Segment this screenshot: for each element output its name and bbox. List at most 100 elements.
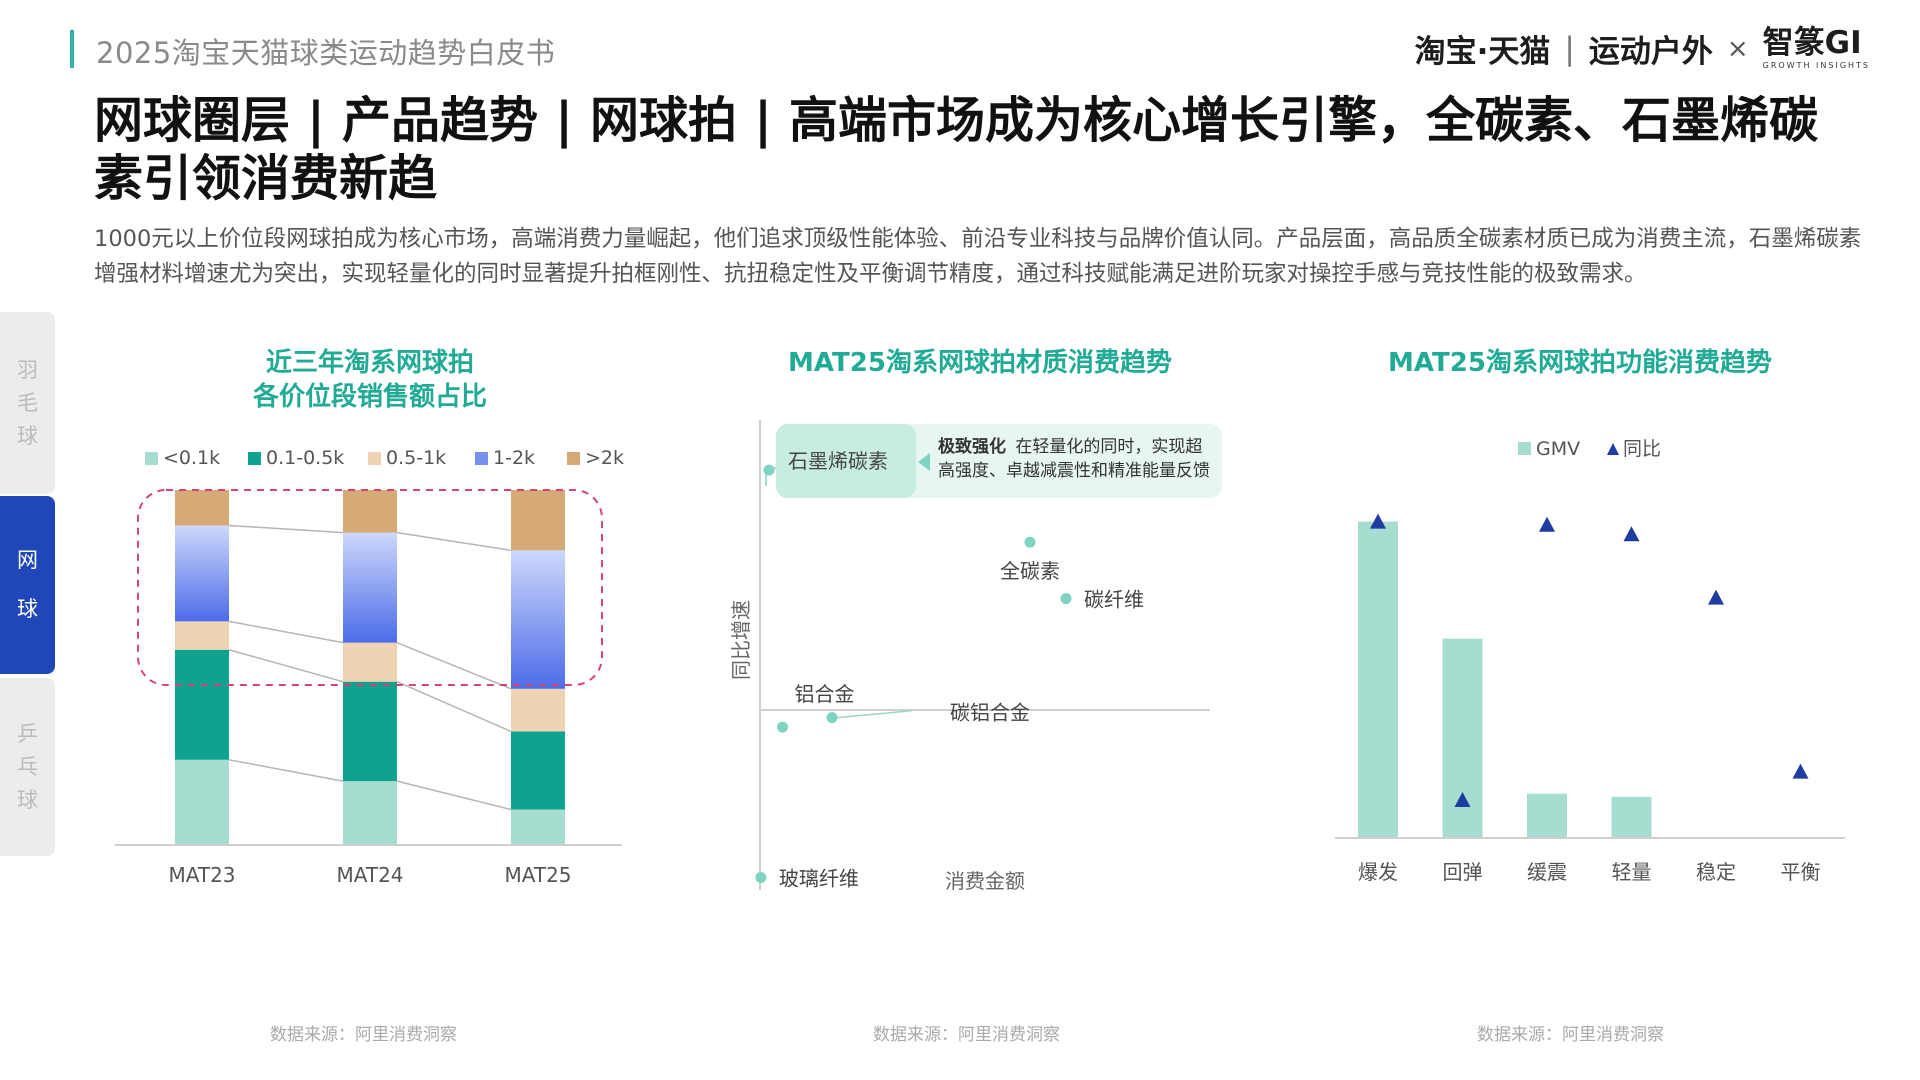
chart2-source: 数据来源：阿里消费洞察 (873, 1025, 1060, 1045)
chart2-point (1060, 593, 1072, 605)
chart3-yoy-marker (1370, 513, 1386, 529)
chart1-title-line1: 近三年淘系网球拍 (265, 348, 474, 378)
chart3-gmv-bar (1358, 521, 1398, 838)
chart2-point-label: 铝合金 (795, 682, 855, 706)
brand-sports-outdoor: 运动户外 (1588, 34, 1713, 70)
chart1-x-tick-label: MAT24 (336, 863, 403, 887)
chart3-gmv-bar (1442, 638, 1483, 838)
chart1-bar-segment (175, 490, 229, 526)
chart1-legend-label: 0.1-0.5k (266, 447, 344, 469)
side-tab-table-tennis[interactable]: 乒 乓 球 (0, 678, 55, 856)
chart1-connector-lines (228, 524, 512, 811)
side-tab-badminton[interactable]: 羽 毛 球 (0, 312, 55, 494)
chart3-yoy-marker (1623, 526, 1640, 542)
chart1-bar-segment (511, 731, 565, 810)
chart3-x-labels: 爆发 回弹 缓震 轻量 稳定 平衡 (1358, 860, 1821, 884)
chart3-legend-swatch (1518, 442, 1531, 455)
chart1-legend: <0.1k 0.1-0.5k 0.5-1k 1-2k >2k (145, 447, 624, 469)
side-tab-char: 毛 (17, 390, 38, 415)
chart2-point (763, 464, 775, 476)
chart1-title: 近三年淘系网球拍 各价位段销售额占比 (170, 346, 570, 414)
report-name: 2025淘宝天猫球类运动趋势白皮书 (96, 36, 556, 70)
chart1-connector-line (228, 620, 344, 644)
side-tab-char: 乒 (17, 721, 38, 746)
page-description: 1000元以上价位段网球拍成为核心市场，高端消费力量崛起，他们追求顶级性能体验、… (94, 226, 1862, 287)
chart1-x-tick-label: MAT25 (504, 863, 571, 887)
chart1-source: 数据来源：阿里消费洞察 (270, 1025, 457, 1045)
chart1-connector-line (228, 524, 344, 534)
side-tab-char: 球 (17, 787, 38, 812)
brand-times-sign: × (1726, 33, 1749, 64)
chart1-bar-segment (175, 621, 229, 650)
chart3-yoy-marker (1792, 763, 1809, 779)
chart3-x-tick-label: 回弹 (1443, 860, 1483, 884)
side-tab-char: 网 (17, 548, 38, 572)
chart1-bar-segment (511, 809, 565, 845)
chart2-y-label: 同比增速 (729, 600, 753, 680)
chart2-callout-bold: 极致强化 (938, 436, 1006, 457)
chart3-x-tick-label: 缓震 (1527, 860, 1567, 884)
chart2-point (755, 871, 767, 883)
chart2-point-label: 玻璃纤维 (779, 866, 859, 890)
chart2-point-label: 碳铝合金 (950, 701, 1030, 725)
chart1-connector-line (228, 759, 344, 782)
chart2-point-label: 碳纤维 (1084, 588, 1144, 612)
chart2-callout-label-bg (776, 424, 916, 498)
side-tab-char: 球 (17, 597, 38, 621)
chart2-leader-line (836, 709, 913, 719)
chart1-bar-segment (175, 649, 229, 760)
chart1-bar-segment (343, 642, 397, 682)
chart3-source: 数据来源：阿里消费洞察 (1477, 1025, 1664, 1045)
side-tab-char: 球 (17, 423, 38, 448)
chart2-point-label: 石墨烯碳素 (788, 449, 888, 473)
chart3-x-tick-label: 轻量 (1612, 860, 1652, 884)
chart1-legend-swatch (145, 452, 158, 465)
chart1-highlight-box (137, 489, 603, 686)
chart1-bar-segment (175, 759, 229, 845)
chart2-callout-line2: 高强度、卓越减震性和精准能量反馈 (938, 461, 1210, 481)
chart2-scatter: 同比增速 消费金额 石墨烯碳素 极致强化 在轻量化的同时，实现超 高强度、卓越减… (729, 420, 1222, 893)
chart1-connector-line (228, 649, 344, 683)
chart3-yoy-marker (1454, 792, 1471, 808)
chart1-legend-swatch (368, 452, 381, 465)
chart1-legend-label: >2k (585, 447, 624, 469)
brand-gi-logo: 智篆GI GROWTH INSIGHTS (1762, 24, 1870, 70)
chart1-bar-segment (511, 550, 565, 689)
chart3-legend-label: GMV (1536, 438, 1580, 460)
chart2-x-label: 消费金额 (945, 869, 1025, 893)
chart1-title-line2: 各价位段销售额占比 (252, 382, 487, 412)
chart1-bar-segment (511, 688, 565, 732)
header-accent-bar (70, 30, 74, 68)
chart1-x-tick-label: MAT23 (168, 863, 235, 887)
side-tab-char: 乓 (17, 754, 38, 779)
chart1-legend-label: 0.5-1k (386, 447, 446, 469)
triangle-icon (1607, 443, 1619, 455)
chart2-point (1024, 536, 1036, 548)
page-headline: 网球圈层 | 产品趋势 | 网球拍 | 高端市场成为核心增长引擎，全碳素、石墨烯… (94, 92, 1819, 207)
chart1-connector-line (396, 641, 512, 690)
side-tab-char: 羽 (17, 357, 38, 382)
chart1-bar-segment (343, 490, 397, 533)
chart3-legend: GMV 同比 (1518, 438, 1661, 460)
chart3-x-tick-label: 稳定 (1696, 860, 1736, 884)
chart1-legend-swatch (567, 452, 580, 465)
chart3-legend-label: 同比 (1623, 438, 1661, 460)
side-tab-tennis[interactable]: 网 球 (0, 496, 55, 674)
chart1-legend-label: <0.1k (163, 447, 220, 469)
chart3-x-tick-label: 平衡 (1781, 860, 1821, 884)
chart1-bar-segment (343, 532, 397, 643)
chart1-legend-label: 1-2k (493, 447, 535, 469)
chart3-gmv-bar (1611, 796, 1652, 838)
brand-logos: 淘宝·天猫 | 运动户外 × 智篆GI GROWTH INSIGHTS (1415, 26, 1870, 71)
chart2-title: MAT25淘系网球拍材质消费趋势 (788, 348, 1172, 378)
chart1-legend-swatch (475, 452, 488, 465)
chart3-yoy-marker (1539, 516, 1555, 532)
brand-gi-name: 智篆GI (1762, 24, 1862, 61)
chart1-legend-swatch (248, 452, 261, 465)
brand-gi-sub: GROWTH INSIGHTS (1762, 60, 1870, 70)
chart1-bar-segment (343, 681, 397, 782)
chart1-connector-line (396, 531, 512, 552)
chart3-title: MAT25淘系网球拍功能消费趋势 (1388, 348, 1772, 378)
chart3-x-tick-label: 爆发 (1358, 860, 1398, 884)
